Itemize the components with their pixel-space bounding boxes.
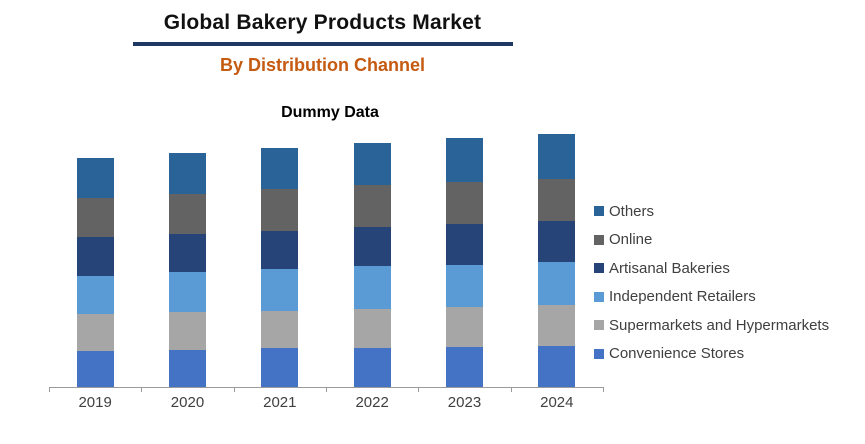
legend-label: Artisanal Bakeries bbox=[609, 259, 730, 277]
bar-segment bbox=[169, 153, 206, 194]
bar-segment bbox=[538, 179, 576, 221]
bar-segment bbox=[446, 138, 483, 182]
x-axis-label-2021: 2021 bbox=[263, 394, 297, 411]
legend-item-supermarkets-and-hypermarkets: Supermarkets and Hypermarkets bbox=[594, 311, 829, 340]
legend-label: Independent Retailers bbox=[609, 288, 756, 306]
x-axis-label-2024: 2024 bbox=[540, 394, 574, 411]
legend-item-others: Others bbox=[594, 197, 829, 226]
legend-label: Online bbox=[609, 231, 653, 249]
axis-tick bbox=[49, 387, 50, 392]
legend-label: Convenience Stores bbox=[609, 345, 745, 363]
bar-segment bbox=[76, 276, 114, 314]
stacked-bar-2024 bbox=[538, 134, 576, 387]
legend-swatch-icon bbox=[594, 234, 604, 245]
x-axis-labels: 2019 2020 2021 2022 2023 2024 bbox=[49, 394, 603, 414]
axis-tick bbox=[603, 387, 604, 392]
stacked-bar-2021 bbox=[261, 148, 299, 387]
bar-segment bbox=[169, 350, 206, 387]
bar-segment bbox=[353, 266, 391, 309]
bar-segment bbox=[261, 148, 299, 189]
legend-swatch-icon bbox=[594, 206, 604, 217]
bar-segment bbox=[353, 185, 391, 227]
legend-swatch-icon bbox=[594, 263, 604, 274]
title-underline bbox=[132, 42, 513, 46]
bar-segment bbox=[446, 307, 483, 347]
bar-segment bbox=[538, 346, 576, 387]
bar-segment bbox=[538, 221, 576, 262]
x-axis-label-2023: 2023 bbox=[447, 394, 482, 411]
chart-header: Global Bakery Products Market By Distrib… bbox=[0, 0, 645, 76]
legend-label: Supermarkets and Hypermarkets bbox=[609, 316, 830, 334]
bar-segment bbox=[76, 314, 114, 351]
stacked-bar-2020 bbox=[169, 153, 206, 387]
bar-segment bbox=[446, 265, 483, 307]
stacked-bar-2022 bbox=[353, 143, 391, 387]
x-axis-label-2019: 2019 bbox=[78, 394, 112, 411]
x-axis-label-2020: 2020 bbox=[170, 394, 205, 411]
bar-segment bbox=[446, 224, 483, 265]
bar-segment bbox=[76, 198, 114, 237]
bar-segment bbox=[353, 348, 391, 387]
bar-segment bbox=[76, 237, 114, 276]
stacked-bar-2023 bbox=[446, 138, 483, 387]
axis-tick bbox=[326, 387, 327, 392]
bar-segment bbox=[538, 134, 576, 179]
bar-segment bbox=[261, 348, 299, 387]
bar-segment bbox=[76, 158, 114, 198]
bar-segment bbox=[169, 272, 206, 312]
bar-segment bbox=[169, 194, 206, 234]
bar-segment bbox=[169, 234, 206, 272]
bar-segment bbox=[353, 143, 391, 185]
chart-legend: Others Online Artisanal Bakeries Independen… bbox=[594, 197, 829, 368]
chart-title: Dummy Data bbox=[281, 104, 379, 121]
legend-item-online: Online bbox=[594, 226, 829, 255]
bar-segment bbox=[538, 262, 576, 305]
bar-segment bbox=[261, 311, 299, 348]
legend-item-independent-retailers: Independent Retailers bbox=[594, 283, 829, 312]
bar-segment bbox=[261, 231, 299, 269]
bar-segment bbox=[446, 182, 483, 224]
legend-swatch-icon bbox=[594, 348, 604, 359]
bar-segment bbox=[446, 347, 483, 387]
plot-area bbox=[49, 0, 603, 387]
bar-segment bbox=[261, 189, 299, 231]
legend-item-artisanal-bakeries: Artisanal Bakeries bbox=[594, 254, 829, 283]
legend-swatch-icon bbox=[594, 291, 604, 302]
bar-segment bbox=[261, 269, 299, 311]
page-title: Global Bakery Products Market bbox=[163, 11, 482, 34]
legend-item-convenience-stores: Convenience Stores bbox=[594, 340, 829, 369]
axis-tick bbox=[418, 387, 419, 392]
bar-segment bbox=[169, 312, 206, 350]
legend-label: Others bbox=[609, 202, 655, 220]
x-axis-label-2022: 2022 bbox=[355, 394, 389, 411]
bar-segment bbox=[353, 309, 391, 348]
bar-segment bbox=[353, 227, 391, 266]
stacked-bar-2019 bbox=[76, 158, 114, 387]
legend-swatch-icon bbox=[594, 320, 604, 331]
bar-segment bbox=[76, 351, 114, 387]
axis-tick bbox=[511, 387, 512, 392]
page-subtitle: By Distribution Channel bbox=[219, 55, 425, 75]
axis-tick bbox=[141, 387, 142, 392]
bar-segment bbox=[538, 305, 576, 346]
axis-tick bbox=[234, 387, 235, 392]
